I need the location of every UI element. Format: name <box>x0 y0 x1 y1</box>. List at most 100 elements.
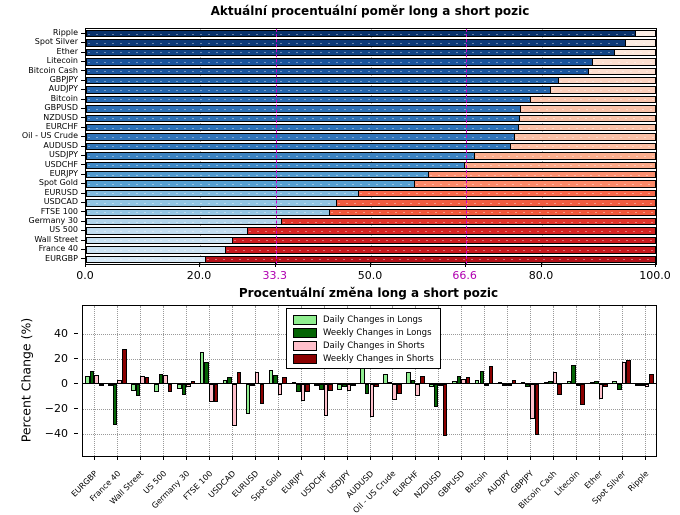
category-label: Oil - US Crude <box>21 131 78 141</box>
short-bar <box>514 133 656 141</box>
bottom-chart-y-axis: 40 20 0 −20 −40 <box>0 305 78 455</box>
x-tickmark <box>254 456 256 460</box>
short-bar <box>558 76 656 85</box>
change-bar <box>259 383 265 404</box>
gridline-x <box>507 306 509 456</box>
x-tickmark <box>541 263 542 267</box>
short-bar <box>591 58 656 66</box>
change-bar <box>245 383 251 414</box>
x-tick-label: 100.0 <box>639 269 671 282</box>
category-label: Bitcoin <box>50 93 78 103</box>
category-label: Litecoin <box>46 56 78 66</box>
gridline-x <box>415 306 417 456</box>
y-tickmark <box>74 332 78 334</box>
gridline-x <box>529 306 531 456</box>
y-tickmark <box>81 98 85 100</box>
top-chart-y-axis-labels: Ripple Spot Silver Ether Litecoin Bitcoin Ca… <box>0 28 85 263</box>
y-tickmark <box>81 145 85 147</box>
x-tickmark <box>323 456 325 460</box>
x-tickmark <box>277 456 279 460</box>
change-bar <box>603 383 608 388</box>
legend-label: Weekly Changes in Longs <box>323 327 432 338</box>
long-bar <box>86 152 476 160</box>
short-bar <box>529 95 656 104</box>
legend-item: Weekly Changes in Longs <box>293 326 434 339</box>
y-tickmark <box>74 382 78 384</box>
legend-item: Daily Changes in Shorts <box>293 339 434 352</box>
y-tick-label: 20 <box>54 351 68 365</box>
y-tickmark <box>81 70 85 72</box>
short-bar <box>335 199 656 207</box>
x-tick-label: 0.0 <box>76 269 94 282</box>
x-tickmark <box>209 456 211 460</box>
category-label: FTSE 100 <box>40 206 78 216</box>
y-tickmark <box>81 211 85 213</box>
short-bar <box>509 142 656 151</box>
y-tickmark <box>81 173 85 175</box>
gridline-x <box>209 306 211 456</box>
category-label: France 40 <box>38 244 78 254</box>
short-bar <box>588 67 656 76</box>
gridline-x <box>644 306 646 456</box>
gridline-x <box>575 306 577 456</box>
long-bar <box>86 48 615 57</box>
change-bar <box>415 383 420 396</box>
change-bar <box>319 383 324 390</box>
x-tickmark <box>94 456 96 460</box>
reference-line <box>465 29 467 264</box>
change-bar <box>397 383 402 394</box>
y-tickmark <box>81 192 85 194</box>
category-label: Germany 30 <box>28 216 79 225</box>
x-tickmark <box>231 456 233 460</box>
y-tickmark <box>74 432 78 434</box>
change-bar <box>282 377 287 384</box>
change-bar <box>305 383 310 393</box>
y-tickmark <box>81 220 85 222</box>
x-tick-label: 50.0 <box>357 269 383 282</box>
legend-label: Daily Changes in Longs <box>323 314 423 325</box>
x-tickmark <box>140 456 142 460</box>
x-tickmark <box>274 263 276 267</box>
change-bar <box>121 348 127 384</box>
legend-swatch-dark-green <box>293 327 317 338</box>
x-tickmark <box>438 456 440 460</box>
change-bar <box>167 383 173 393</box>
change-bar <box>374 383 379 388</box>
y-tickmark <box>74 407 78 409</box>
y-tickmark <box>81 154 85 156</box>
top-chart-x-axis: 0.0 20.0 33.3 50.0 66.6 80.0 100.0 <box>76 263 671 282</box>
category-label: GBPUSD <box>44 103 78 113</box>
change-bar <box>236 372 242 384</box>
y-tick-label: 0 <box>61 376 68 390</box>
category-label: EURJPY <box>49 169 78 178</box>
change-bar <box>649 373 654 384</box>
zero-line <box>83 383 656 384</box>
y-tick-label: 40 <box>54 326 68 340</box>
gridline-x <box>369 306 371 456</box>
change-bar <box>644 383 650 388</box>
category-label: EURUSD <box>44 187 78 197</box>
short-bar <box>225 246 656 254</box>
y-tick-label: −20 <box>44 401 68 415</box>
short-bar <box>413 180 656 188</box>
x-tick-label: 66.6 <box>452 269 477 282</box>
change-bar <box>534 383 540 435</box>
change-bar <box>635 383 640 386</box>
long-bar <box>86 86 551 94</box>
long-bar <box>86 67 590 76</box>
change-bar <box>621 362 627 384</box>
category-label: AUDUSD <box>43 140 78 150</box>
category-label: USDCHF <box>44 159 78 169</box>
short-bar <box>280 217 656 226</box>
change-bar <box>529 383 535 419</box>
category-label: Ripple <box>52 28 78 37</box>
long-bar <box>86 236 234 245</box>
x-tickmark <box>552 456 554 460</box>
short-bar <box>613 48 656 57</box>
short-bar <box>519 114 656 123</box>
change-bar <box>199 352 205 384</box>
bottom-chart-title: Procentuální změna long a short pozic <box>238 286 499 300</box>
short-bar <box>247 227 656 235</box>
change-bar <box>392 383 397 400</box>
category-label: AUDJPY <box>48 84 78 94</box>
